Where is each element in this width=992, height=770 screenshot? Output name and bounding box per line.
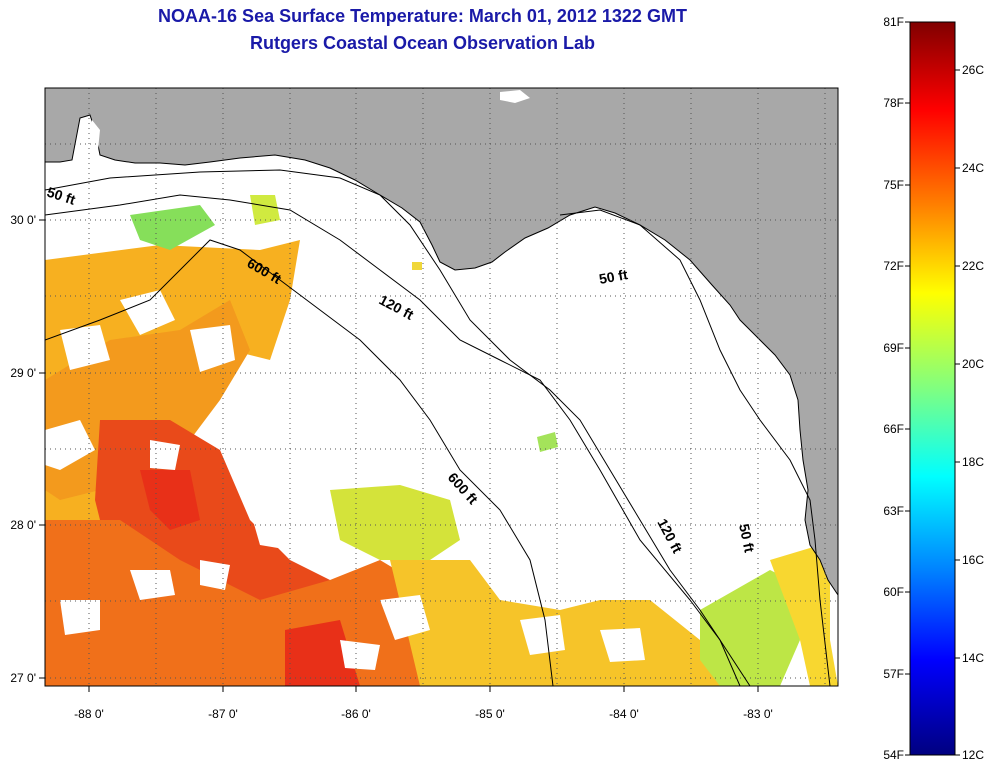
colorbar-f-label: 57F: [883, 667, 904, 681]
colorbar-f-label: 66F: [883, 422, 904, 436]
lat-lon-grid: [45, 88, 838, 686]
lon-tick-label: -85 0': [475, 707, 505, 721]
colorbar-f-label: 54F: [883, 748, 904, 762]
colorbar-c-label: 20C: [962, 357, 984, 371]
colorbar-c-label: 14C: [962, 651, 984, 665]
colorbar-c-label: 18C: [962, 455, 984, 469]
lon-tick-label: -88 0': [74, 707, 104, 721]
cloud-gaps: [45, 290, 645, 670]
land-mass: [45, 88, 838, 596]
colorbar-c-label: 16C: [962, 553, 984, 567]
map-subtitle: Rutgers Coastal Ocean Observation Lab: [249, 33, 596, 53]
map-area: 50 ft 600 ft 120 ft 50 ft 600 ft 120 ft …: [45, 88, 838, 686]
contour-label: 50 ft: [736, 522, 758, 554]
map-title: NOAA-16 Sea Surface Temperature: March 0…: [158, 6, 687, 26]
contour-label: 50 ft: [598, 266, 629, 287]
colorbar-f-label: 63F: [883, 504, 904, 518]
lon-tick-label: -86 0': [341, 707, 371, 721]
colorbar-c-label: 22C: [962, 259, 984, 273]
lat-tick-label: 28 0': [10, 518, 36, 532]
colorbar-f-label: 75F: [883, 178, 904, 192]
lon-tick-label: -87 0': [208, 707, 238, 721]
colorbar-f-label: 78F: [883, 96, 904, 110]
lon-tick-label: -83 0': [743, 707, 773, 721]
colorbar-f-label: 60F: [883, 585, 904, 599]
lon-tick-label: -84 0': [609, 707, 639, 721]
axis-ticks: [39, 219, 759, 692]
lat-tick-label: 30 0': [10, 213, 36, 227]
colorbar-f-label: 69F: [883, 341, 904, 355]
lon-tick-labels: -88 0' -87 0' -86 0' -85 0' -84 0' -83 0…: [74, 707, 773, 721]
lat-tick-label: 29 0': [10, 366, 36, 380]
colorbar-gradient: [909, 21, 956, 756]
lat-tick-labels: 30 0' 29 0' 28 0' 27 0': [10, 213, 36, 685]
colorbar-c-label: 24C: [962, 161, 984, 175]
colorbar-f-label: 72F: [883, 259, 904, 273]
lat-tick-label: 27 0': [10, 671, 36, 685]
depth-contours: [45, 169, 831, 686]
colorbar-f-label: 81F: [883, 15, 904, 29]
colorbar-c-label: 12C: [962, 748, 984, 762]
map-frame: [44, 87, 839, 687]
colorbar-c-label: 26C: [962, 63, 984, 77]
colorbar: 81F 78F 75F 72F 69F 66F 63F 60F 57F 54F …: [883, 15, 984, 762]
